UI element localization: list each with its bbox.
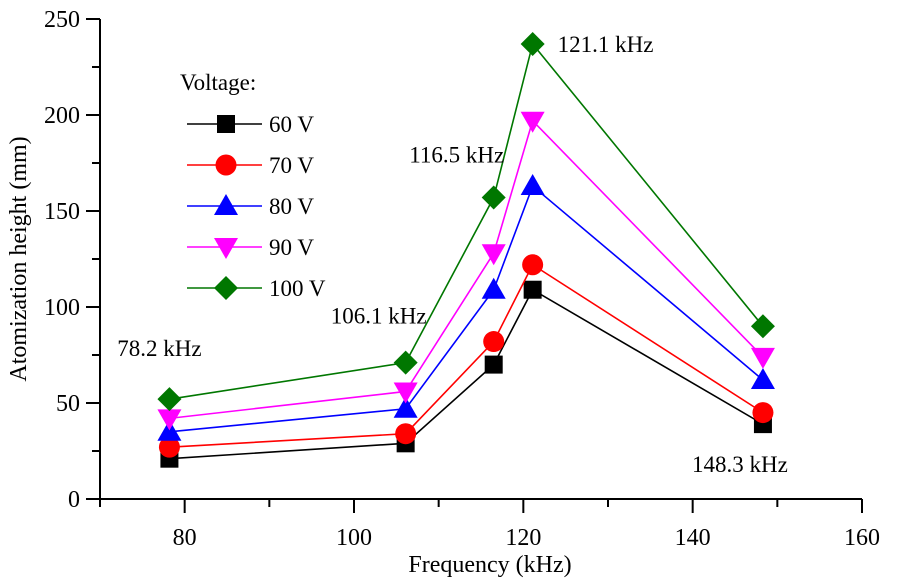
- series-90v: [157, 111, 775, 431]
- y-axis-title: Atomization height (mm): [6, 136, 32, 381]
- y-tick-label: 150: [44, 199, 80, 225]
- legend-title: Voltage:: [180, 70, 256, 95]
- annotation-label: 106.1 kHz: [331, 304, 427, 329]
- annotation-label: 116.5 kHz: [409, 142, 504, 167]
- marker-triangle-up: [393, 396, 418, 418]
- marker-circle: [215, 154, 237, 176]
- annotation-label: 148.3 kHz: [692, 452, 788, 477]
- x-tick-label: 100: [336, 525, 372, 551]
- legend-label: 100 V: [269, 276, 326, 301]
- marker-square: [484, 355, 503, 374]
- y-tick-label: 250: [44, 7, 80, 33]
- legend-label: 70 V: [269, 153, 314, 178]
- series-60v: [160, 280, 772, 468]
- legend-label: 80 V: [269, 194, 314, 219]
- annotation-label: 78.2 kHz: [117, 336, 201, 361]
- series-line: [169, 288, 764, 460]
- legend-item: 100 V: [187, 276, 326, 301]
- legend-label: 60 V: [269, 112, 314, 137]
- legend-item: 90 V: [187, 235, 314, 260]
- series-group: [157, 31, 775, 468]
- marker-triangle-up: [750, 367, 775, 389]
- x-tick-label: 120: [505, 525, 541, 551]
- x-axis-title: Frequency (kHz): [408, 552, 571, 578]
- annotation-label: 121.1 kHz: [558, 32, 654, 57]
- marker-square: [523, 280, 542, 299]
- x-tick-label: 160: [844, 525, 880, 551]
- marker-triangle-down: [481, 244, 506, 266]
- marker-triangle-up: [214, 194, 238, 215]
- marker-circle: [395, 423, 417, 445]
- marker-diamond: [157, 387, 182, 412]
- marker-circle: [158, 436, 180, 458]
- marker-triangle-down: [214, 238, 238, 259]
- marker-triangle-down: [750, 347, 775, 369]
- marker-diamond: [750, 314, 775, 339]
- series-line: [169, 184, 764, 433]
- marker-triangle-down: [393, 382, 418, 404]
- series-line: [169, 42, 764, 400]
- x-tick-label: 80: [173, 525, 197, 551]
- marker-circle: [752, 402, 774, 424]
- series-100v: [157, 31, 775, 412]
- marker-diamond: [520, 31, 545, 56]
- legend-label: 90 V: [269, 235, 314, 260]
- marker-triangle-down: [520, 111, 545, 133]
- series-70v: [158, 254, 774, 458]
- y-tick-label: 100: [44, 295, 80, 321]
- legend-item: 70 V: [187, 153, 314, 178]
- marker-triangle-down: [157, 409, 182, 431]
- series-80v: [157, 174, 775, 441]
- y-tick-label: 200: [44, 103, 80, 129]
- marker-diamond: [481, 185, 506, 210]
- legend: Voltage: 60 V 70 V 80 V 90 V 100 V: [180, 70, 326, 301]
- marker-diamond: [393, 350, 418, 375]
- marker-diamond: [214, 276, 238, 300]
- series-line: [169, 263, 764, 448]
- marker-circle: [483, 331, 505, 353]
- y-tick-label: 50: [56, 391, 80, 417]
- marker-triangle-up: [481, 277, 506, 299]
- legend-item: 80 V: [187, 194, 314, 219]
- marker-triangle-up: [520, 174, 545, 196]
- axes: 80 100 120 140 160 0 50 100 150 200 250: [44, 7, 880, 551]
- annotations: 78.2 kHz 106.1 kHz 116.5 kHz 121.1 kHz 148.3…: [117, 32, 788, 477]
- legend-item: 60 V: [187, 112, 314, 137]
- marker-square: [217, 115, 235, 133]
- marker-circle: [522, 254, 544, 276]
- x-tick-label: 140: [675, 525, 711, 551]
- y-tick-label: 0: [68, 487, 80, 513]
